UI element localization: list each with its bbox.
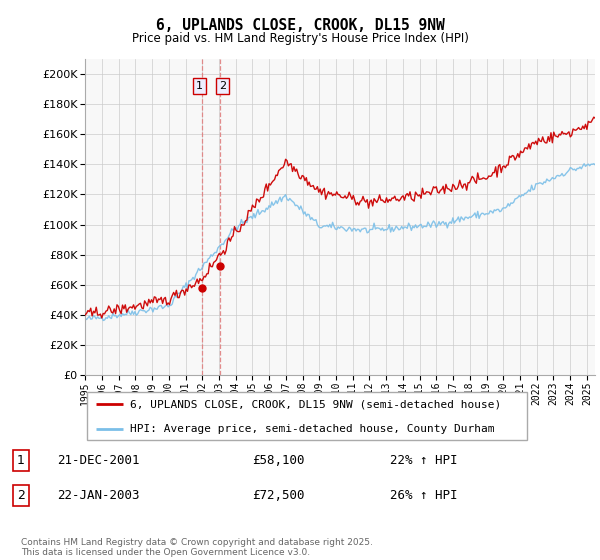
- Text: 22-JAN-2003: 22-JAN-2003: [57, 489, 139, 502]
- Text: 6, UPLANDS CLOSE, CROOK, DL15 9NW (semi-detached house): 6, UPLANDS CLOSE, CROOK, DL15 9NW (semi-…: [130, 399, 501, 409]
- Text: 2: 2: [219, 81, 226, 91]
- Text: 22% ↑ HPI: 22% ↑ HPI: [390, 454, 458, 467]
- Text: 21-DEC-2001: 21-DEC-2001: [57, 454, 139, 467]
- Text: £72,500: £72,500: [252, 489, 305, 502]
- Text: 26% ↑ HPI: 26% ↑ HPI: [390, 489, 458, 502]
- Text: £58,100: £58,100: [252, 454, 305, 467]
- Text: Contains HM Land Registry data © Crown copyright and database right 2025.
This d: Contains HM Land Registry data © Crown c…: [21, 538, 373, 557]
- FancyBboxPatch shape: [88, 392, 527, 440]
- Text: Price paid vs. HM Land Registry's House Price Index (HPI): Price paid vs. HM Land Registry's House …: [131, 32, 469, 45]
- Text: 6, UPLANDS CLOSE, CROOK, DL15 9NW: 6, UPLANDS CLOSE, CROOK, DL15 9NW: [155, 18, 445, 33]
- Text: 1: 1: [196, 81, 203, 91]
- Text: 2: 2: [17, 489, 25, 502]
- Text: HPI: Average price, semi-detached house, County Durham: HPI: Average price, semi-detached house,…: [130, 424, 494, 434]
- Text: 1: 1: [17, 454, 25, 467]
